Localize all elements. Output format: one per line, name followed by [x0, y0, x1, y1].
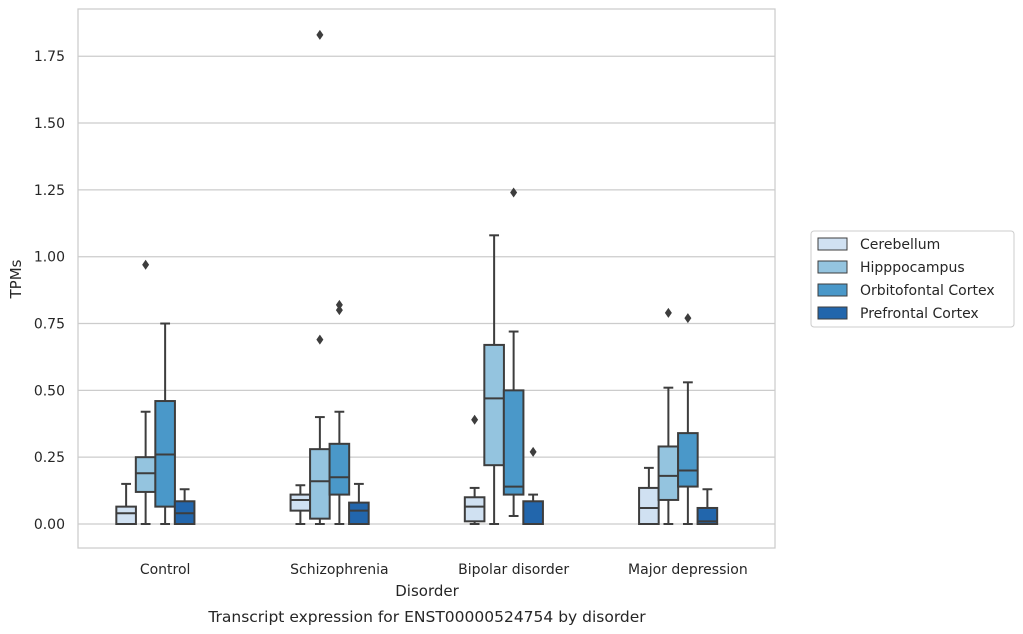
- box-body: [522, 500, 544, 526]
- y-tick-label: 0.00: [34, 517, 65, 533]
- y-tick-label: 1.75: [34, 49, 65, 65]
- x-tick-label: Control: [140, 562, 191, 578]
- box-orbitofontal-cortex: [154, 322, 176, 525]
- box-body: [309, 448, 331, 520]
- box-body: [502, 389, 525, 496]
- box-marks: [115, 29, 719, 526]
- box-prefrontal-cortex: [522, 446, 544, 526]
- x-tick-labels: Control Schizophrenia Bipolar disorder Majo…: [140, 562, 748, 578]
- y-axis-label: TPMs: [7, 259, 25, 299]
- outlier-point: [335, 299, 343, 310]
- legend-label: Hipppocampus: [860, 260, 965, 276]
- box-hipppocampus: [134, 259, 157, 525]
- x-tick-label: Bipolar disorder: [458, 562, 569, 578]
- box-orbitofontal-cortex: [502, 187, 525, 517]
- grid: [78, 55, 775, 525]
- outlier-point: [529, 446, 537, 457]
- y-tick-label: 0.50: [34, 383, 65, 399]
- y-tick-labels: 0.00 0.25 0.50 0.75 1.00 1.25 1.50 1.75: [34, 49, 65, 533]
- y-tick-label: 1.25: [34, 183, 65, 199]
- box-orbitofontal-cortex: [328, 299, 351, 525]
- x-axis-label: Disorder: [395, 582, 459, 600]
- outlier-point: [316, 29, 324, 40]
- box-body: [134, 456, 157, 493]
- box-orbitofontal-cortex: [677, 313, 699, 525]
- outlier-point: [664, 307, 672, 318]
- box-hipppocampus: [483, 234, 505, 525]
- y-tick-label: 0.75: [34, 317, 65, 333]
- box-cerebellum: [638, 466, 660, 525]
- box-prefrontal-cortex: [696, 488, 719, 526]
- box-body: [483, 343, 505, 467]
- legend-swatch: [817, 306, 848, 320]
- legend-label: Prefrontal Cortex: [860, 306, 979, 322]
- legend-swatch: [817, 260, 848, 274]
- y-tick-label: 1.50: [34, 116, 65, 132]
- box-hipppocampus: [657, 307, 680, 525]
- outlier-point: [335, 305, 343, 316]
- legend: Cerebellum Hipppocampus Orbitofontal Corte…: [810, 230, 1015, 328]
- box-body: [677, 432, 699, 488]
- legend-label: Cerebellum: [860, 237, 940, 253]
- box-body: [328, 442, 351, 496]
- plot-frame: [77, 8, 776, 549]
- legend-label: Orbitofontal Cortex: [860, 283, 995, 299]
- chart-caption: Transcript expression for ENST0000052475…: [207, 608, 646, 626]
- box-prefrontal-cortex: [348, 482, 370, 525]
- legend-frame: [810, 230, 1015, 328]
- box-cerebellum: [463, 414, 486, 525]
- y-tick-label: 1.00: [34, 250, 65, 266]
- x-tick-label: Major depression: [628, 562, 748, 578]
- outlier-point: [510, 187, 518, 198]
- legend-swatch: [817, 283, 848, 297]
- legend-swatch: [817, 237, 848, 251]
- outlier-point: [471, 414, 479, 425]
- box-body: [638, 486, 660, 525]
- box-cerebellum: [289, 484, 312, 525]
- box-hipppocampus: [309, 29, 331, 525]
- y-tick-label: 0.25: [34, 450, 65, 466]
- box-prefrontal-cortex: [173, 488, 196, 526]
- outlier-point: [142, 259, 150, 270]
- box-cerebellum: [115, 482, 137, 525]
- outlier-point: [316, 334, 324, 345]
- box-body: [289, 493, 312, 512]
- box-body: [463, 496, 486, 523]
- box-body: [696, 506, 719, 526]
- box-body: [115, 505, 137, 525]
- box-body: [657, 445, 680, 501]
- outlier-point: [684, 313, 692, 324]
- box-body: [348, 501, 370, 525]
- x-tick-label: Schizophrenia: [290, 562, 388, 578]
